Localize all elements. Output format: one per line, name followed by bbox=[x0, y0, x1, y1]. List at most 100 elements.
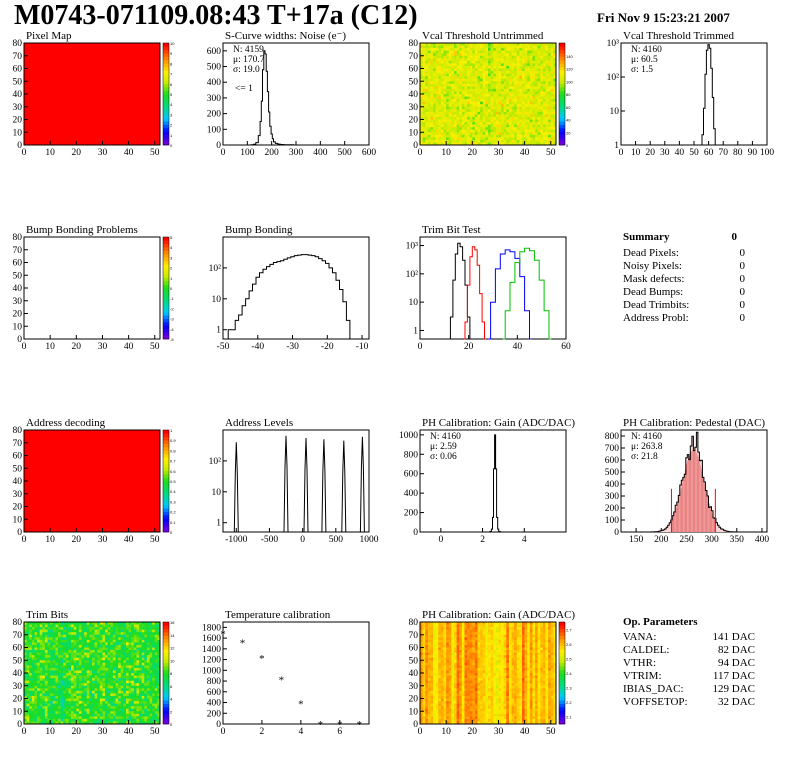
heatmap-cell bbox=[63, 644, 67, 648]
heatmap-cell bbox=[105, 678, 108, 681]
x-tick-label: -20 bbox=[321, 342, 334, 352]
heatmap-cell bbox=[78, 701, 82, 704]
heatmap-cell bbox=[472, 50, 476, 54]
heatmap-cell bbox=[55, 667, 59, 671]
heatmap-cell bbox=[68, 657, 72, 661]
heatmap-cell bbox=[438, 45, 442, 49]
heatmap-cell bbox=[81, 698, 85, 702]
heatmap-cell bbox=[474, 99, 478, 102]
heatmap-cell bbox=[480, 127, 484, 130]
heatmap-cell bbox=[446, 68, 450, 72]
heatmap-cell bbox=[472, 88, 476, 92]
heatmap-cell bbox=[39, 642, 43, 646]
heatmap-cell bbox=[78, 685, 82, 689]
heatmap-cell bbox=[535, 109, 538, 113]
heatmap-cell bbox=[524, 50, 528, 54]
palette-segment bbox=[163, 464, 169, 468]
heatmap-cell bbox=[508, 68, 512, 72]
summary-label: Noisy Pixels: bbox=[623, 260, 682, 272]
heatmap-cell bbox=[81, 665, 85, 669]
heatmap-cell bbox=[435, 48, 439, 51]
heatmap-cell bbox=[498, 50, 502, 54]
heatmap-cell bbox=[433, 86, 436, 90]
heatmap-cell bbox=[467, 139, 470, 143]
heatmap-cell bbox=[154, 678, 158, 681]
heatmap-cell bbox=[488, 50, 491, 54]
heatmap-cell bbox=[94, 685, 98, 689]
heatmap-cell bbox=[144, 716, 148, 720]
heatmap-cell bbox=[52, 683, 56, 687]
heatmap-cell bbox=[52, 647, 56, 651]
heatmap-cell bbox=[44, 695, 48, 699]
heatmap-cell bbox=[44, 652, 48, 656]
heatmap-cell bbox=[89, 624, 93, 628]
palette-frame bbox=[162, 42, 170, 146]
heatmap-cell bbox=[63, 718, 67, 722]
heatmap-cell bbox=[31, 711, 35, 715]
heatmap-cell bbox=[420, 111, 423, 115]
heatmap-cell bbox=[60, 711, 64, 715]
heatmap-cell bbox=[477, 58, 481, 62]
histogram-peak bbox=[359, 436, 365, 533]
heatmap-cell bbox=[532, 43, 536, 46]
heatmap-cell bbox=[522, 83, 525, 87]
heatmap-cell bbox=[105, 685, 108, 689]
heatmap-cell bbox=[535, 58, 538, 62]
heatmap-cell bbox=[451, 111, 455, 115]
heatmap-cell bbox=[553, 86, 557, 90]
heatmap-cell bbox=[131, 652, 135, 656]
heatmap-cell bbox=[488, 81, 491, 85]
heatmap-cell bbox=[550, 50, 554, 54]
heatmap-cell bbox=[438, 127, 442, 130]
heatmap-cell bbox=[44, 680, 48, 684]
x-tick-label: 40 bbox=[124, 535, 134, 545]
heatmap-cell bbox=[29, 634, 33, 638]
heatmap-cell bbox=[97, 711, 101, 715]
heatmap-cell bbox=[420, 622, 423, 625]
heatmap-cell bbox=[105, 627, 108, 630]
heatmap-cell bbox=[501, 132, 504, 136]
x-tick-label: 60 bbox=[704, 148, 714, 158]
palette-segment bbox=[163, 46, 169, 51]
heatmap-cell bbox=[482, 55, 486, 59]
heatmap-cell bbox=[461, 134, 465, 138]
heatmap-cell bbox=[144, 652, 148, 656]
heatmap-cell bbox=[550, 106, 554, 110]
heatmap-cell bbox=[490, 65, 494, 69]
heatmap-cell bbox=[524, 94, 528, 97]
heatmap-cell bbox=[430, 139, 434, 143]
heatmap-cell bbox=[123, 667, 127, 671]
heatmap-cell bbox=[438, 86, 442, 90]
heatmap-cell bbox=[553, 78, 557, 82]
heatmap-cell bbox=[508, 116, 512, 120]
heatmap-cell bbox=[480, 45, 484, 49]
heatmap-cell bbox=[511, 60, 515, 64]
heatmap-cell bbox=[31, 695, 35, 699]
heatmap-cell bbox=[52, 698, 56, 702]
heatmap-cell bbox=[71, 711, 74, 715]
heatmap-cell bbox=[485, 48, 489, 51]
heatmap-cell bbox=[115, 652, 119, 656]
heatmap-cell bbox=[467, 53, 470, 57]
heatmap-cell bbox=[39, 632, 43, 636]
heatmap-cell bbox=[459, 127, 463, 130]
heatmap-cell bbox=[29, 683, 33, 687]
heatmap-cell bbox=[545, 142, 549, 146]
heatmap-cell bbox=[498, 127, 502, 130]
palette-segment bbox=[163, 100, 169, 105]
heatmap-cell bbox=[50, 657, 54, 661]
heatmap-cell bbox=[63, 688, 67, 692]
heatmap-cell bbox=[480, 119, 484, 123]
heatmap-cell bbox=[92, 647, 95, 651]
palette-segment bbox=[163, 301, 169, 306]
heatmap-cell bbox=[55, 683, 59, 687]
heatmap-cell bbox=[464, 73, 468, 77]
heatmap-cell bbox=[110, 721, 114, 725]
heatmap-cell bbox=[126, 685, 129, 689]
heatmap-cell bbox=[52, 708, 56, 712]
heatmap-cell bbox=[425, 134, 429, 138]
heatmap-cell bbox=[29, 678, 33, 681]
heatmap-cell bbox=[102, 683, 106, 687]
heatmap-cell bbox=[516, 91, 520, 95]
heatmap-cell bbox=[430, 43, 434, 46]
